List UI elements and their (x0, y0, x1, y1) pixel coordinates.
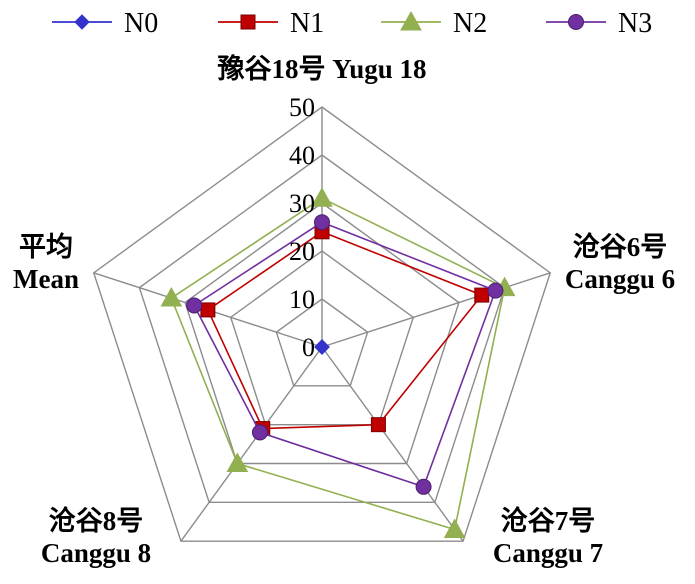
category-label-3: 沧谷8号 Canggu 8 (41, 505, 151, 568)
data-point-N3-3 (251, 424, 268, 441)
radar-grid (92, 106, 552, 542)
data-point-N3-0 (314, 214, 330, 231)
grid-spoke-3 (180, 346, 323, 542)
series-line-N2 (170, 197, 506, 531)
tick-label-0: 0 (302, 333, 315, 362)
legend-marker-N2 (400, 10, 422, 31)
category-label-line: 沧谷7号 (501, 505, 596, 536)
category-label-2: 沧谷7号 Canggu 7 (493, 505, 603, 568)
category-label-0: 豫谷18号 Yugu 18 (217, 53, 426, 84)
category-label-line: 沧谷6号 (573, 231, 668, 262)
data-point-N1-4 (200, 302, 216, 318)
data-point-N3-4 (186, 297, 203, 314)
grid-ring-10 (275, 298, 369, 387)
data-point-N2-0 (311, 187, 333, 207)
series-N2 (160, 187, 516, 539)
category-label-1: 沧谷6号 Canggu 6 (565, 231, 675, 294)
category-label-line: Mean (13, 264, 79, 294)
series-line-N3 (193, 221, 497, 488)
tick-label-20: 20 (289, 237, 315, 266)
grid-spoke-1 (321, 272, 551, 348)
grid-spoke-2 (321, 346, 464, 542)
legend-label-N1: N1 (290, 8, 324, 39)
legend: N0 N1 N2 N3 (52, 8, 652, 39)
category-label-line: 平均 (19, 232, 73, 262)
data-point-N2-4 (160, 287, 183, 307)
category-label-4: 平均 Mean (13, 232, 79, 294)
grid-ring-20 (229, 250, 415, 426)
category-label-line: 豫谷18号 Yugu 18 (217, 53, 426, 84)
legend-label-N2: N2 (453, 8, 487, 39)
legend-marker-N1 (240, 14, 256, 30)
tick-label-30: 30 (289, 189, 315, 218)
data-point-N1-2 (370, 417, 386, 433)
category-labels: 豫谷18号 Yugu 18 沧谷6号 Canggu 6 沧谷7号 Canggu 7 沧谷8… (13, 53, 675, 568)
legend-label-N0: N0 (124, 8, 158, 39)
tick-label-50: 50 (289, 93, 315, 122)
category-label-line: Canggu 6 (565, 264, 675, 294)
legend-item-N3: N3 (546, 8, 652, 39)
data-point-N3-2 (415, 478, 432, 495)
tick-label-40: 40 (289, 141, 315, 170)
legend-marker-N0 (74, 14, 90, 30)
grid-ring-40 (138, 154, 506, 504)
series-line-N1 (206, 230, 484, 430)
legend-item-N1: N1 (218, 8, 324, 39)
radar-series (160, 187, 516, 539)
data-point-N3-1 (487, 282, 504, 299)
grid-ring-50 (92, 106, 552, 542)
radial-tick-labels: 0 10 20 30 40 50 (289, 93, 315, 362)
series-N0 (314, 339, 330, 355)
category-label-line: Canggu 7 (493, 538, 603, 568)
category-label-line: 沧谷8号 (49, 505, 144, 536)
series-N3 (186, 214, 504, 495)
data-point-N2-2 (443, 518, 466, 539)
series-N1 (200, 224, 490, 437)
legend-item-N0: N0 (52, 8, 158, 39)
category-label-line: Canggu 8 (41, 538, 151, 568)
legend-label-N3: N3 (618, 8, 652, 39)
grid-ring-30 (184, 202, 460, 465)
tick-label-10: 10 (289, 285, 315, 314)
data-point-N0-4 (314, 339, 330, 355)
legend-marker-N3 (568, 14, 584, 30)
data-point-N1-1 (474, 287, 490, 303)
legend-item-N2: N2 (381, 8, 487, 39)
data-point-N2-3 (226, 452, 249, 472)
